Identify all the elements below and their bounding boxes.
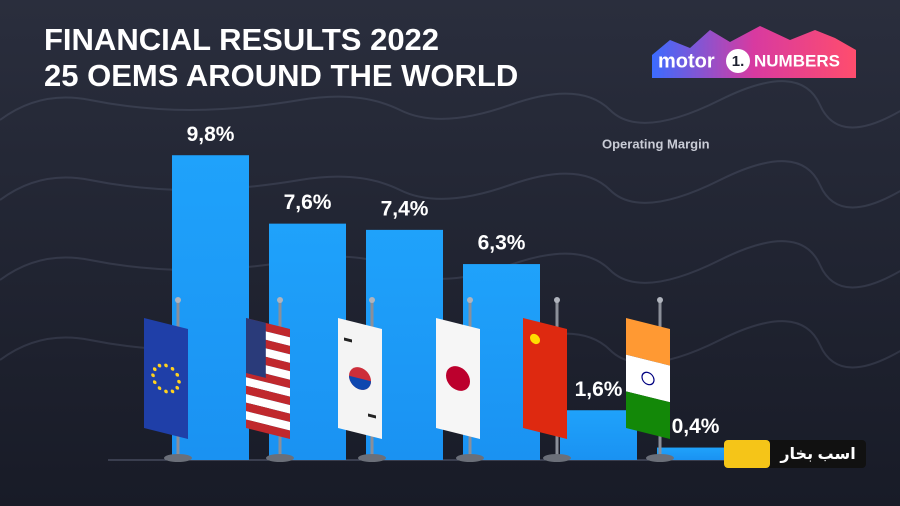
logo-text: 1. — [732, 53, 745, 70]
flag-part — [157, 363, 162, 368]
logo-circle — [726, 49, 750, 73]
flag-part — [246, 411, 290, 431]
logo-text: NUMBERS — [754, 51, 840, 70]
flag-finial — [657, 297, 663, 303]
bar — [657, 447, 734, 460]
flag-part — [246, 419, 290, 439]
flag-stand — [543, 454, 571, 462]
value-label: 6,3% — [478, 232, 526, 255]
flag-finial — [467, 297, 473, 303]
flag-part — [157, 386, 162, 390]
flag-part — [523, 318, 567, 439]
flag-part — [530, 333, 540, 345]
flag-stand — [358, 454, 386, 462]
flag-part — [177, 379, 181, 384]
flag-part — [144, 318, 188, 439]
flag-stand — [266, 454, 294, 462]
flag-stand — [456, 454, 484, 462]
flag-part — [344, 337, 352, 343]
value-label: 1,6% — [575, 378, 623, 401]
value-label: 7,4% — [381, 197, 429, 220]
flag-part — [246, 402, 290, 423]
watermark: اسب بخار — [724, 440, 866, 468]
value-label: 7,6% — [284, 191, 332, 214]
series-label: Operating Margin — [602, 136, 710, 151]
flag — [246, 318, 290, 439]
flag-part — [349, 375, 371, 390]
flag-part — [626, 318, 670, 366]
flag-part — [152, 380, 157, 385]
flag-part — [164, 363, 168, 368]
flag-finial — [175, 297, 181, 303]
flag — [338, 318, 382, 439]
flag-finial — [554, 297, 560, 303]
flag-finial — [277, 297, 283, 303]
flag-part — [246, 394, 290, 414]
chart-title: FINANCIAL RESULTS 2022 — [44, 22, 439, 57]
bar — [560, 410, 637, 460]
logo-text: motor — [658, 50, 715, 72]
flag-part — [170, 366, 175, 371]
flag — [436, 318, 480, 439]
flag-part — [170, 389, 175, 394]
value-label: 0,4% — [672, 415, 720, 438]
logo: motor 1. NUMBERS — [652, 26, 856, 78]
flag — [626, 318, 670, 439]
flag-part — [246, 385, 290, 406]
flag-part — [246, 318, 266, 378]
logo-shape — [652, 26, 856, 78]
flag-part — [626, 354, 670, 403]
flag-stand — [164, 454, 192, 462]
flag-stand — [646, 454, 674, 462]
flag-part — [175, 385, 180, 390]
flag-part — [246, 377, 290, 397]
flag-part — [446, 366, 470, 391]
chart-subtitle: 25 OEMS AROUND THE WORLD — [44, 58, 518, 93]
value-label: 9,8% — [187, 123, 235, 146]
flag — [523, 318, 567, 439]
flag-part — [641, 371, 655, 386]
flag-part — [368, 413, 376, 419]
flag-part — [164, 389, 168, 394]
flag-part — [151, 373, 155, 378]
flag-finial — [369, 297, 375, 303]
flag-part — [626, 391, 670, 439]
flag-part — [152, 367, 157, 372]
flag — [144, 318, 188, 439]
watermark-text: اسب بخار — [779, 446, 855, 463]
watermark-icon — [724, 440, 770, 468]
flag-part — [175, 372, 180, 377]
